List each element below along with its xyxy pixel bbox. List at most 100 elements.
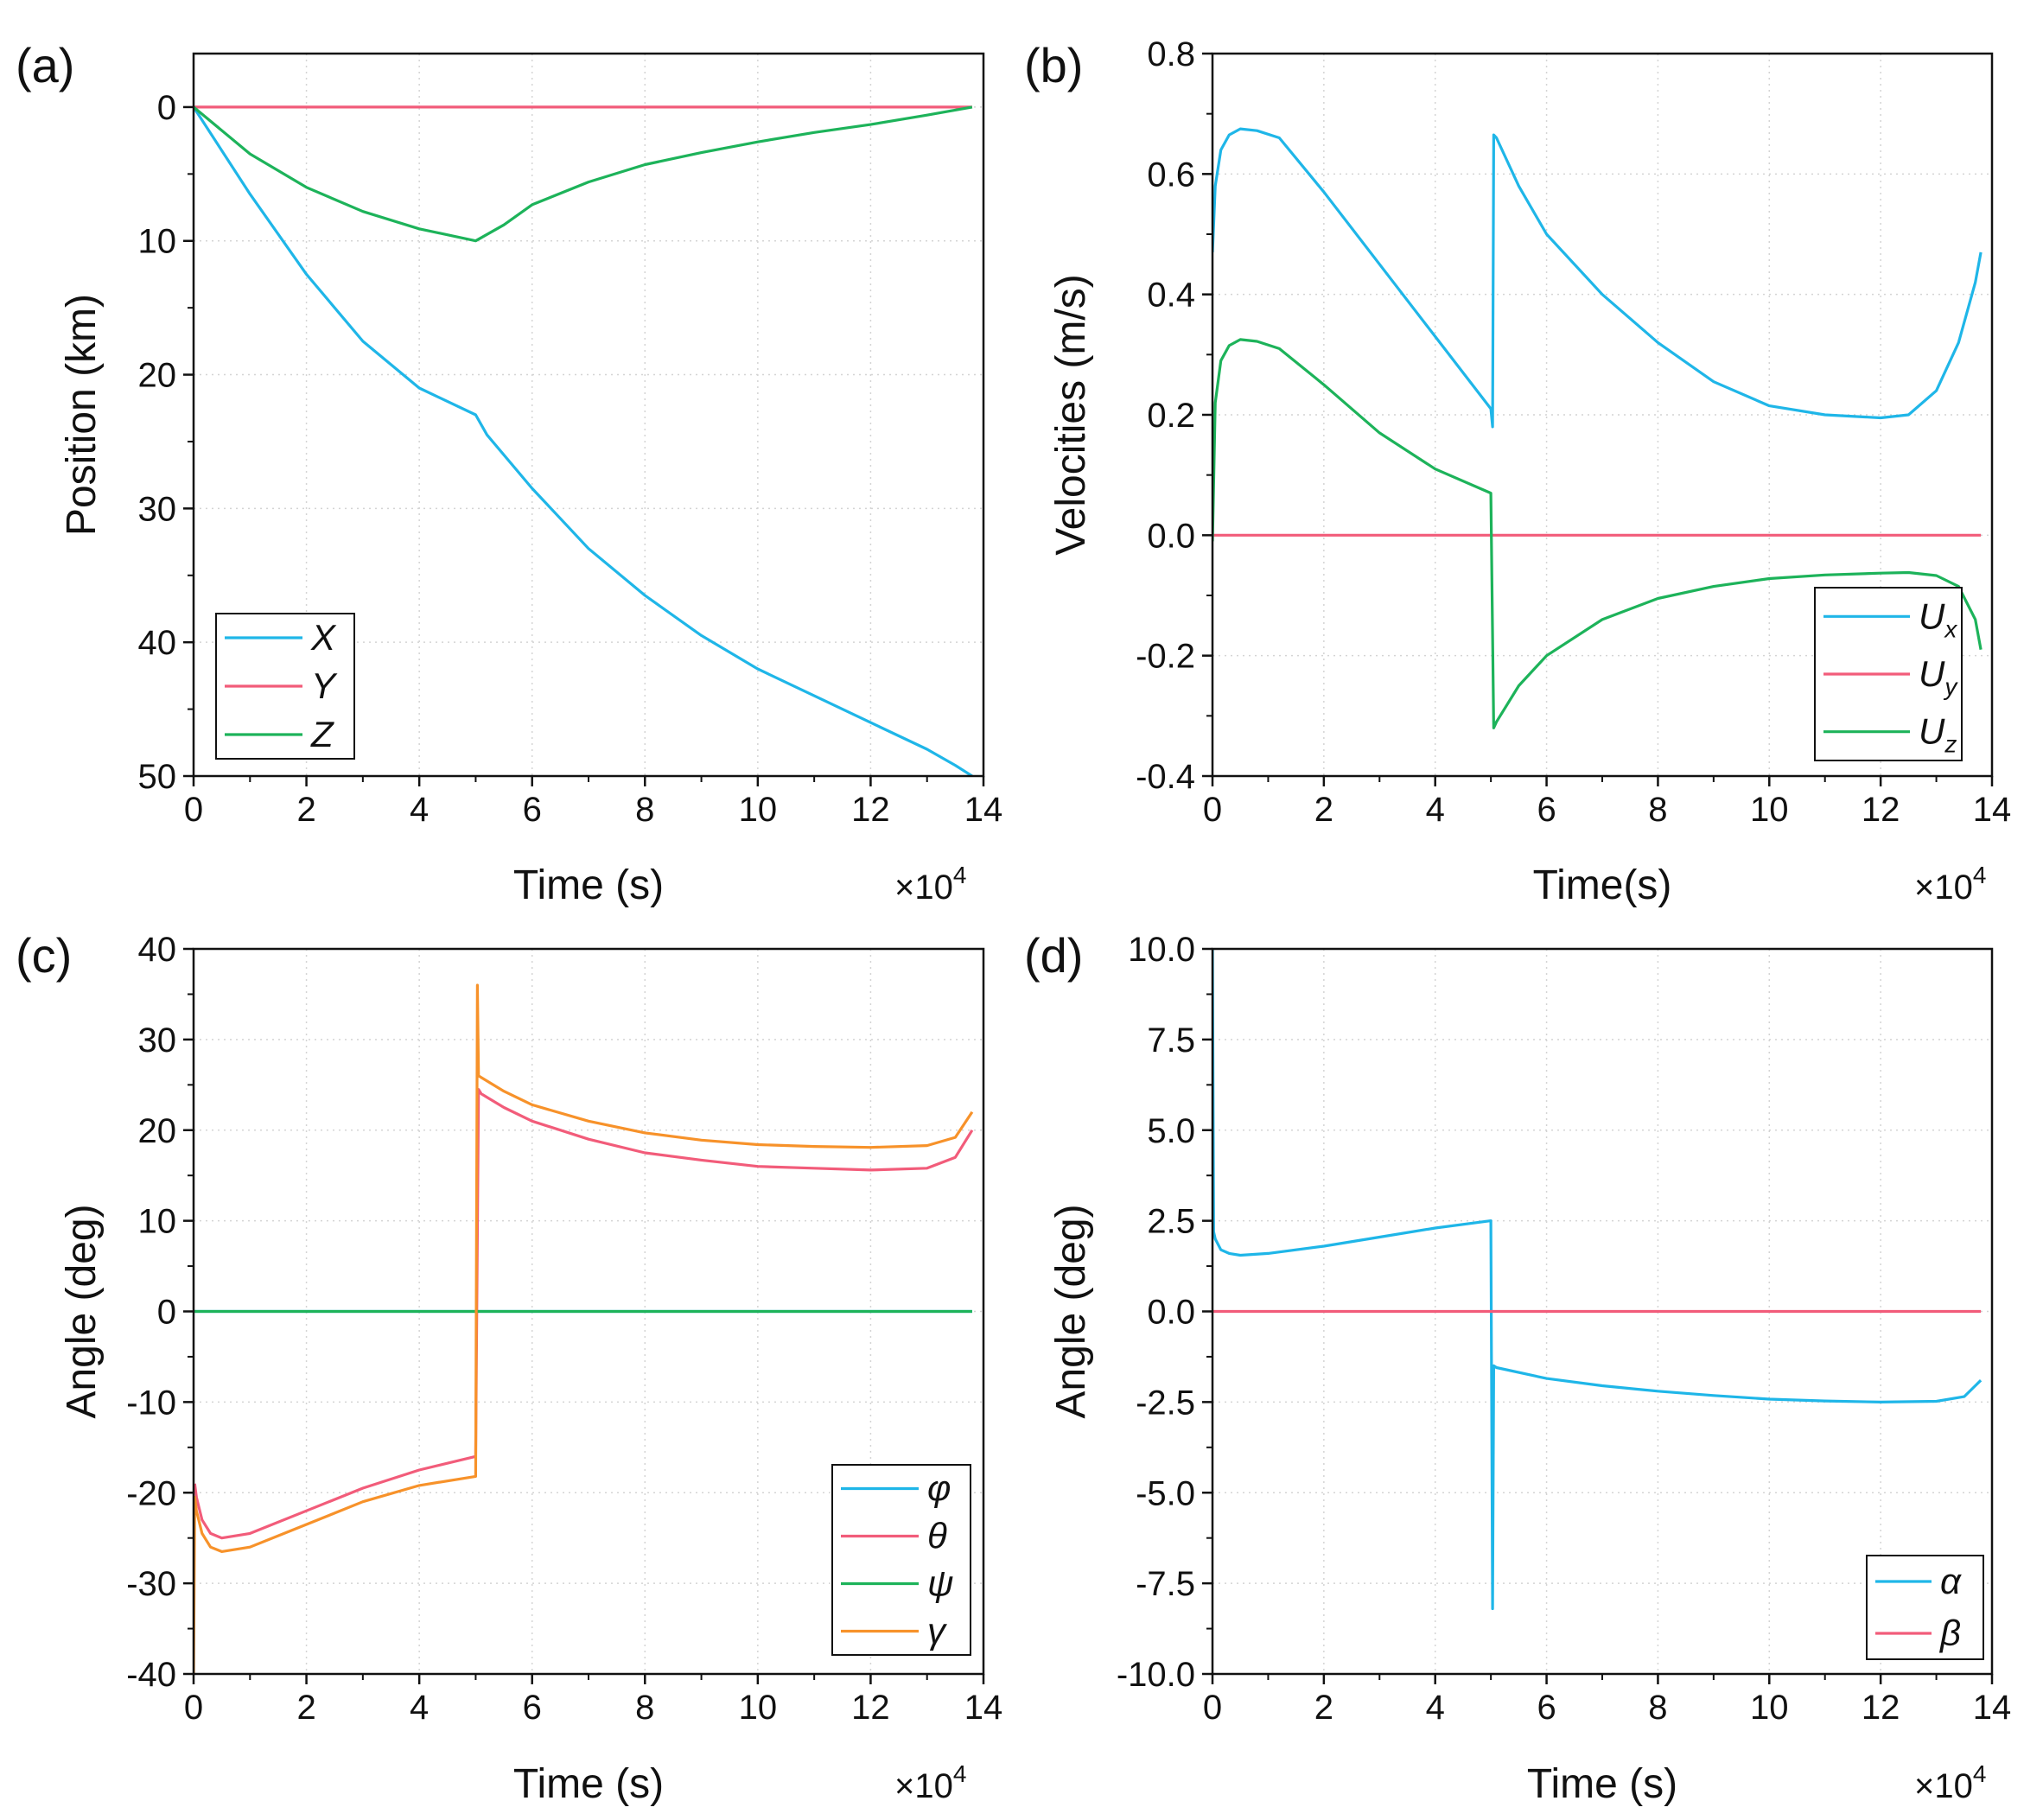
y-axis-label: Position (km)	[59, 294, 105, 536]
x-tick-label: 2	[296, 791, 315, 829]
panel-a: 0 2 4 6 8 10 12 14 0 10 20 30 40 50 (a) Time (s) Positio…	[16, 38, 1002, 908]
panel-label: (c)	[16, 928, 72, 983]
legend-label: α	[1940, 1561, 1962, 1601]
y-tick-label: 0.2	[1147, 397, 1195, 435]
y-tick-label: 0.6	[1147, 156, 1195, 194]
x-axis-label: Time (s)	[513, 1761, 664, 1807]
y-tick-label: -5.0	[1136, 1474, 1195, 1512]
legend-box	[831, 1464, 971, 1656]
x-tick-label: 0	[1203, 1689, 1222, 1727]
y-tick-label: 20	[138, 1112, 177, 1150]
x-multiplier: ×104	[1914, 862, 1986, 907]
legend-label-name: U	[1919, 711, 1945, 752]
x-tick-label: 14	[964, 1689, 1003, 1727]
y-tick-label: 0.8	[1147, 35, 1195, 73]
panel-b: 0 2 4 6 8 10 12 14 -0.4 -0.2 0.0 0.2 0.4 0.6 0.8 (b) Tim…	[1024, 35, 2011, 908]
y-axis-label: Angle (deg)	[1048, 1204, 1094, 1418]
x-axis-label: Time(s)	[1533, 862, 1672, 908]
x-tick-label: 10	[739, 1689, 778, 1727]
y-tick-label: 40	[138, 624, 177, 662]
y-tick-label: -0.4	[1136, 758, 1195, 796]
series-line-Z	[194, 105, 973, 243]
series-line-X	[194, 106, 973, 776]
panel-label: (d)	[1024, 928, 1083, 983]
y-tick-label: 0	[157, 1294, 176, 1332]
y-axis-label: Angle (deg)	[59, 1204, 105, 1418]
panel-c: 0 2 4 6 8 10 12 14 -40 -30 -20 -10 0 10 20 30 40 (c) Time …	[16, 928, 1002, 1807]
y-tick-label: -40	[126, 1656, 176, 1694]
x-axis-label: Time (s)	[1527, 1761, 1677, 1807]
x-tick-label: 10	[1750, 1689, 1789, 1727]
x-tick-label: 14	[1973, 1689, 2012, 1727]
x-tick-label: 6	[1537, 791, 1556, 829]
legend-box	[1866, 1555, 1984, 1660]
series-line-γ	[194, 983, 974, 1674]
y-tick-label: 7.5	[1147, 1021, 1195, 1060]
x-multiplier: ×104	[894, 1760, 966, 1805]
x-tick-label: 4	[1426, 1689, 1445, 1727]
x-tick-label: 0	[1203, 791, 1222, 829]
x-tick-label: 12	[1862, 791, 1900, 829]
legend-label: γ	[927, 1611, 947, 1651]
legend-label-name: U	[1919, 653, 1945, 694]
legend-label-name: X	[310, 617, 337, 658]
x-axis-label: Time (s)	[513, 862, 664, 908]
legend-label-name: ψ	[927, 1563, 954, 1604]
y-tick-label: 0.0	[1147, 517, 1195, 555]
x-tick-label: 8	[1648, 791, 1667, 829]
x-tick-label: 8	[635, 791, 654, 829]
y-tick-label: 0	[157, 89, 176, 127]
series-line-Ux	[1212, 127, 1983, 429]
legend-label: Ux	[1919, 595, 1957, 642]
y-tick-label: -2.5	[1136, 1384, 1195, 1422]
legend-label: Z	[310, 714, 334, 754]
x-multiplier-exponent: 4	[1973, 862, 1987, 888]
x-tick-label: 0	[184, 791, 203, 829]
legend-label: ψ	[927, 1563, 954, 1604]
x-multiplier: ×104	[894, 862, 966, 907]
x-multiplier-exponent: 4	[1973, 1760, 1987, 1787]
y-tick-label: 0.4	[1147, 277, 1195, 315]
legend-label-subscript: x	[1943, 615, 1957, 642]
y-tick-label: -7.5	[1136, 1565, 1195, 1603]
legend-label-name: U	[1919, 595, 1945, 636]
y-tick-label: 30	[138, 1021, 177, 1060]
legend-label-name: α	[1940, 1561, 1962, 1601]
legend-label-name: θ	[927, 1516, 947, 1556]
series-line-Uz	[1212, 338, 1983, 729]
y-tick-label: 2.5	[1147, 1203, 1195, 1241]
x-tick-label: 6	[1537, 1689, 1556, 1727]
y-tick-label: 0.0	[1147, 1294, 1195, 1332]
legend-label-name: Z	[310, 714, 334, 754]
x-multiplier-exponent: 4	[953, 862, 967, 888]
x-tick-label: 8	[635, 1689, 654, 1727]
x-tick-label: 6	[523, 1689, 542, 1727]
x-tick-label: 10	[1750, 791, 1789, 829]
panel-d: 0 2 4 6 8 10 12 14 -10.0 -7.5 -5.0 -2.5 0.0 2.5 5.0 7.5…	[1024, 928, 2011, 1807]
y-tick-label: 10	[138, 1203, 177, 1241]
x-tick-label: 14	[1973, 791, 2012, 829]
x-multiplier-base: ×10	[1914, 869, 1973, 907]
x-tick-label: 2	[1314, 1689, 1333, 1727]
x-tick-label: 2	[296, 1689, 315, 1727]
series-line-θ	[194, 1088, 974, 1540]
series-line-α	[1212, 949, 1983, 1611]
y-tick-label: -30	[126, 1565, 176, 1603]
y-tick-label: 30	[138, 490, 177, 528]
y-tick-label: 50	[138, 758, 177, 796]
y-tick-label: -20	[126, 1474, 176, 1512]
x-tick-label: 12	[851, 791, 890, 829]
legend-label-subscript: z	[1944, 731, 1957, 758]
y-tick-label: -10.0	[1117, 1656, 1195, 1694]
y-tick-label: -10	[126, 1384, 176, 1422]
legend: αβ	[1866, 1555, 1984, 1660]
panel-label: (b)	[1024, 38, 1083, 92]
legend: XYZ	[215, 613, 355, 760]
legend-label-name: γ	[927, 1611, 947, 1651]
y-tick-label: 10.0	[1128, 931, 1195, 969]
x-tick-label: 4	[410, 791, 429, 829]
y-tick-label: 10	[138, 223, 177, 261]
legend-label: X	[310, 617, 337, 658]
